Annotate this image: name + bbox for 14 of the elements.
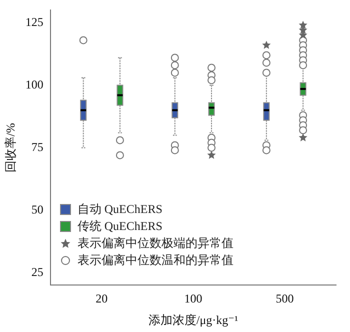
y-tick-label: 100 — [25, 77, 44, 92]
y-tick-label: 125 — [25, 14, 44, 29]
legend-label: 表示偏离中位数极端的异常值 — [77, 235, 234, 252]
legend-label: 自动 QuEChERS — [77, 201, 162, 218]
y-tick-label: 25 — [31, 264, 44, 279]
y-tick-label: 50 — [31, 202, 44, 216]
x-tick-label: 20 — [96, 292, 108, 306]
x-tick-label: 100 — [184, 292, 202, 306]
y-axis-title: 回收率/% — [3, 123, 18, 172]
legend-label: 传统 QuEChERS — [77, 218, 162, 236]
legend-label: 表示偏离中位数温和的异常值 — [77, 252, 234, 270]
x-tick-label: 500 — [276, 292, 294, 306]
y-tick-label: 75 — [31, 140, 44, 154]
x-axis-title: 添加浓度/μg·kg⁻¹ — [148, 312, 238, 327]
